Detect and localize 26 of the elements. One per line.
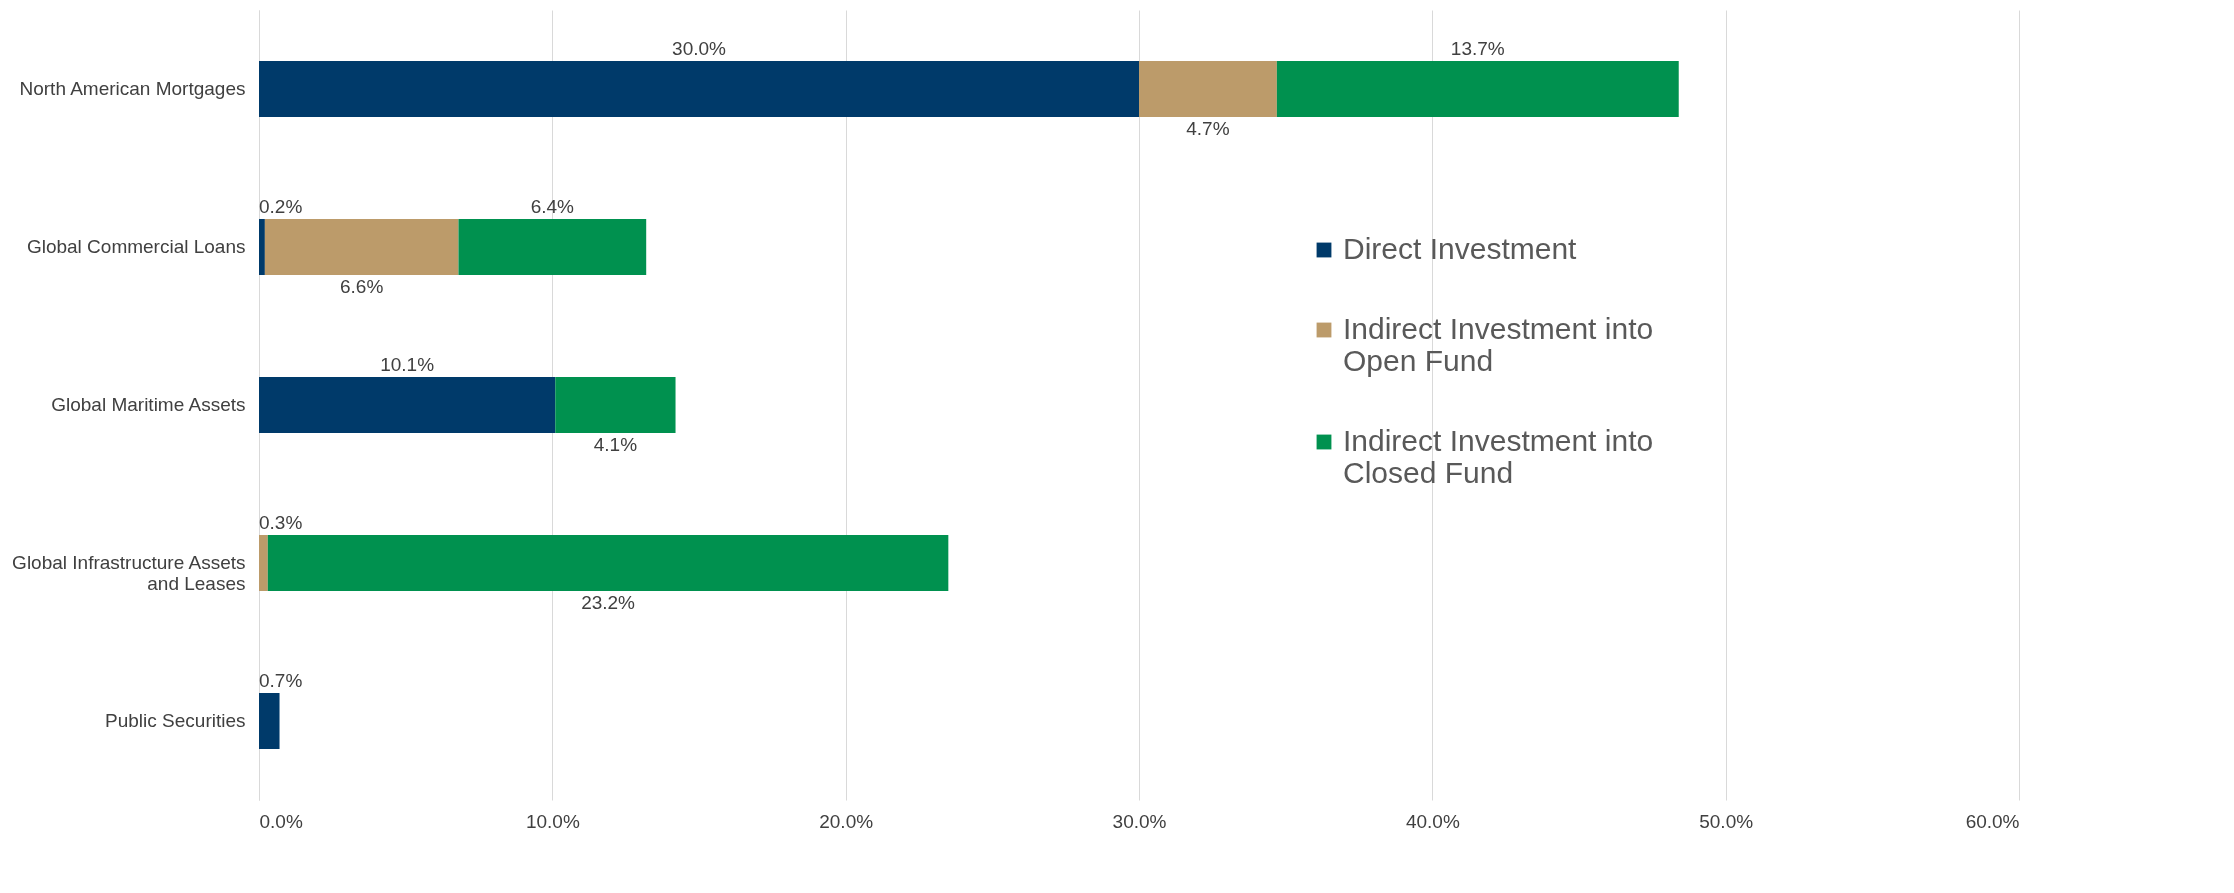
y-tick-label: Public Securities bbox=[105, 710, 246, 731]
data-label: 0.2% bbox=[259, 196, 303, 217]
y-tick-label: North American Mortgages bbox=[19, 78, 246, 99]
data-label: 6.4% bbox=[530, 196, 575, 217]
legend-label: Direct Investment bbox=[1343, 232, 1578, 265]
y-tick-label: Global Maritime Assets bbox=[51, 394, 246, 415]
data-label: 4.7% bbox=[1186, 118, 1230, 139]
x-tick-label: 0.0% bbox=[259, 810, 303, 832]
x-tick-label: 30.0% bbox=[1112, 810, 1167, 832]
y-tick-label: Global Infrastructure Assets and Leases bbox=[12, 552, 246, 594]
data-label: 6.6% bbox=[340, 276, 384, 297]
data-label: 0.3% bbox=[259, 512, 303, 533]
x-tick-label: 20.0% bbox=[819, 810, 874, 832]
x-tick-label: 50.0% bbox=[1699, 810, 1754, 832]
x-tick-label: 60.0% bbox=[1965, 810, 2020, 832]
legend-label: Indirect Investment into Open Fund bbox=[1343, 312, 1654, 377]
data-label: 30.0% bbox=[672, 38, 727, 59]
x-tick-label: 10.0% bbox=[525, 810, 580, 832]
x-tick-label: 40.0% bbox=[1405, 810, 1460, 832]
data-label: 0.7% bbox=[259, 670, 303, 691]
y-tick-label: Global Commercial Loans bbox=[26, 236, 246, 257]
data-label: 13.7% bbox=[1450, 38, 1505, 59]
data-label: 4.1% bbox=[593, 434, 638, 455]
data-label: 10.1% bbox=[380, 354, 435, 375]
data-label: 23.2% bbox=[581, 592, 636, 613]
legend-label: Indirect Investment into Closed Fund bbox=[1343, 424, 1654, 489]
